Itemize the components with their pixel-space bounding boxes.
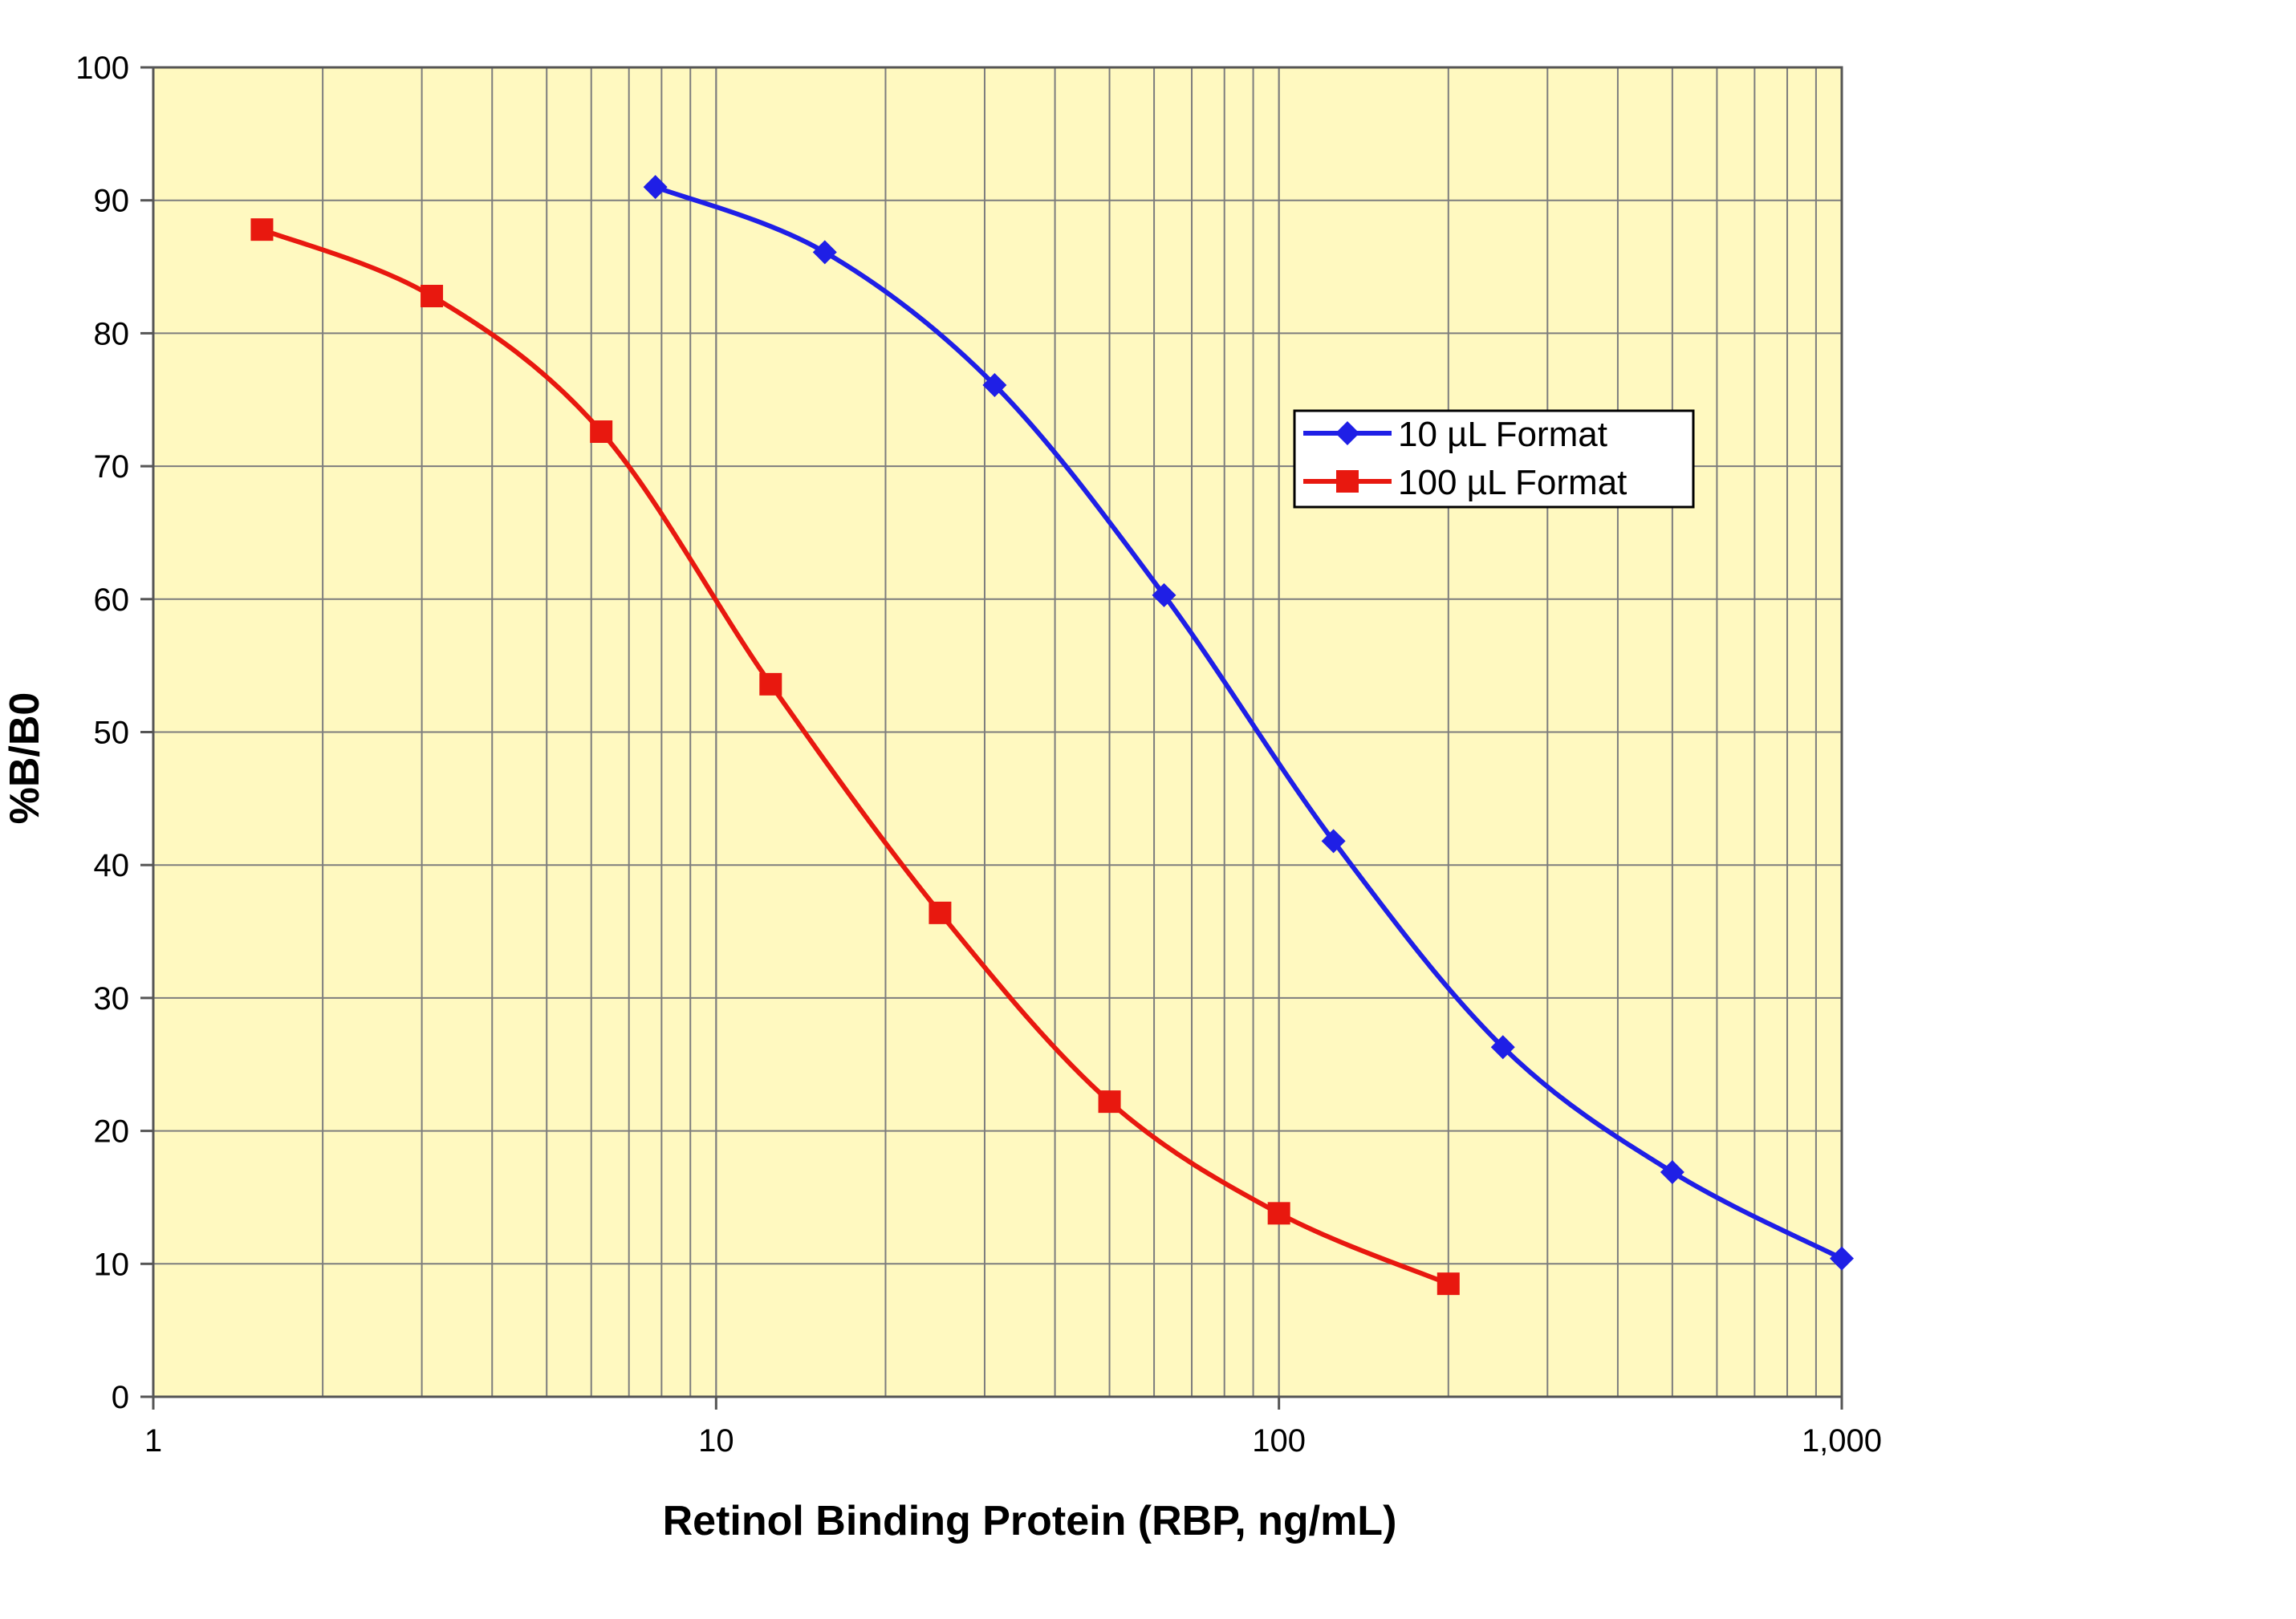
legend-label-100ul: 100 µL Format — [1398, 463, 1627, 502]
data-point-square — [421, 285, 444, 308]
x-tick-label: 100 — [1252, 1423, 1306, 1459]
y-tick-labels: 0 10 20 30 40 50 60 70 80 90 100 — [75, 51, 129, 1415]
data-point-square — [590, 420, 613, 444]
data-point-diamond — [1830, 1246, 1854, 1271]
legend-label-10ul: 10 µL Format — [1398, 415, 1607, 454]
data-point-diamond — [643, 175, 668, 200]
y-tick-label: 0 — [112, 1380, 129, 1415]
y-tick-label: 100 — [75, 51, 129, 86]
legend-box — [1293, 409, 1695, 509]
data-point-square — [1098, 1090, 1121, 1114]
data-point-square — [759, 672, 782, 696]
series-line-0 — [654, 185, 1843, 1261]
legend-marker-diamond-icon — [1335, 421, 1359, 445]
series-layer — [250, 175, 1854, 1296]
data-point-square — [929, 901, 952, 924]
legend-marker-square-icon — [1336, 470, 1359, 493]
y-tick-label: 60 — [94, 582, 130, 618]
data-point-diamond — [982, 373, 1007, 398]
y-tick-label: 20 — [94, 1114, 130, 1150]
data-point-square — [1267, 1202, 1290, 1225]
data-point-diamond — [1321, 829, 1346, 854]
data-point-diamond — [1152, 582, 1176, 607]
x-tick-label: 1 — [144, 1423, 162, 1459]
y-axis-title: %B/B0 — [2, 692, 48, 825]
data-point-diamond — [1660, 1159, 1684, 1184]
y-tick-label: 70 — [94, 449, 130, 485]
x-tick-labels: 1 10 100 1,000 — [144, 1423, 1882, 1459]
data-point-diamond — [1490, 1035, 1515, 1060]
series-line-1 — [261, 227, 1449, 1286]
y-tick-label: 80 — [94, 316, 130, 351]
x-tick-label: 10 — [698, 1423, 734, 1459]
data-point-square — [250, 218, 274, 241]
y-tick-label: 30 — [94, 981, 130, 1016]
y-tick-label: 10 — [94, 1247, 130, 1282]
y-tick-label: 90 — [94, 184, 130, 219]
data-point-diamond — [812, 240, 837, 265]
data-point-square — [1437, 1272, 1460, 1296]
x-axis-title: Retinol Binding Protein (RBP, ng/mL) — [663, 1498, 1397, 1544]
x-tick-label: 1,000 — [1802, 1423, 1882, 1459]
legend: 10 µL Format 100 µL Format — [1293, 409, 1695, 509]
y-tick-label: 50 — [94, 716, 130, 751]
y-tick-label: 40 — [94, 848, 130, 883]
tick-marks — [140, 66, 1843, 1410]
